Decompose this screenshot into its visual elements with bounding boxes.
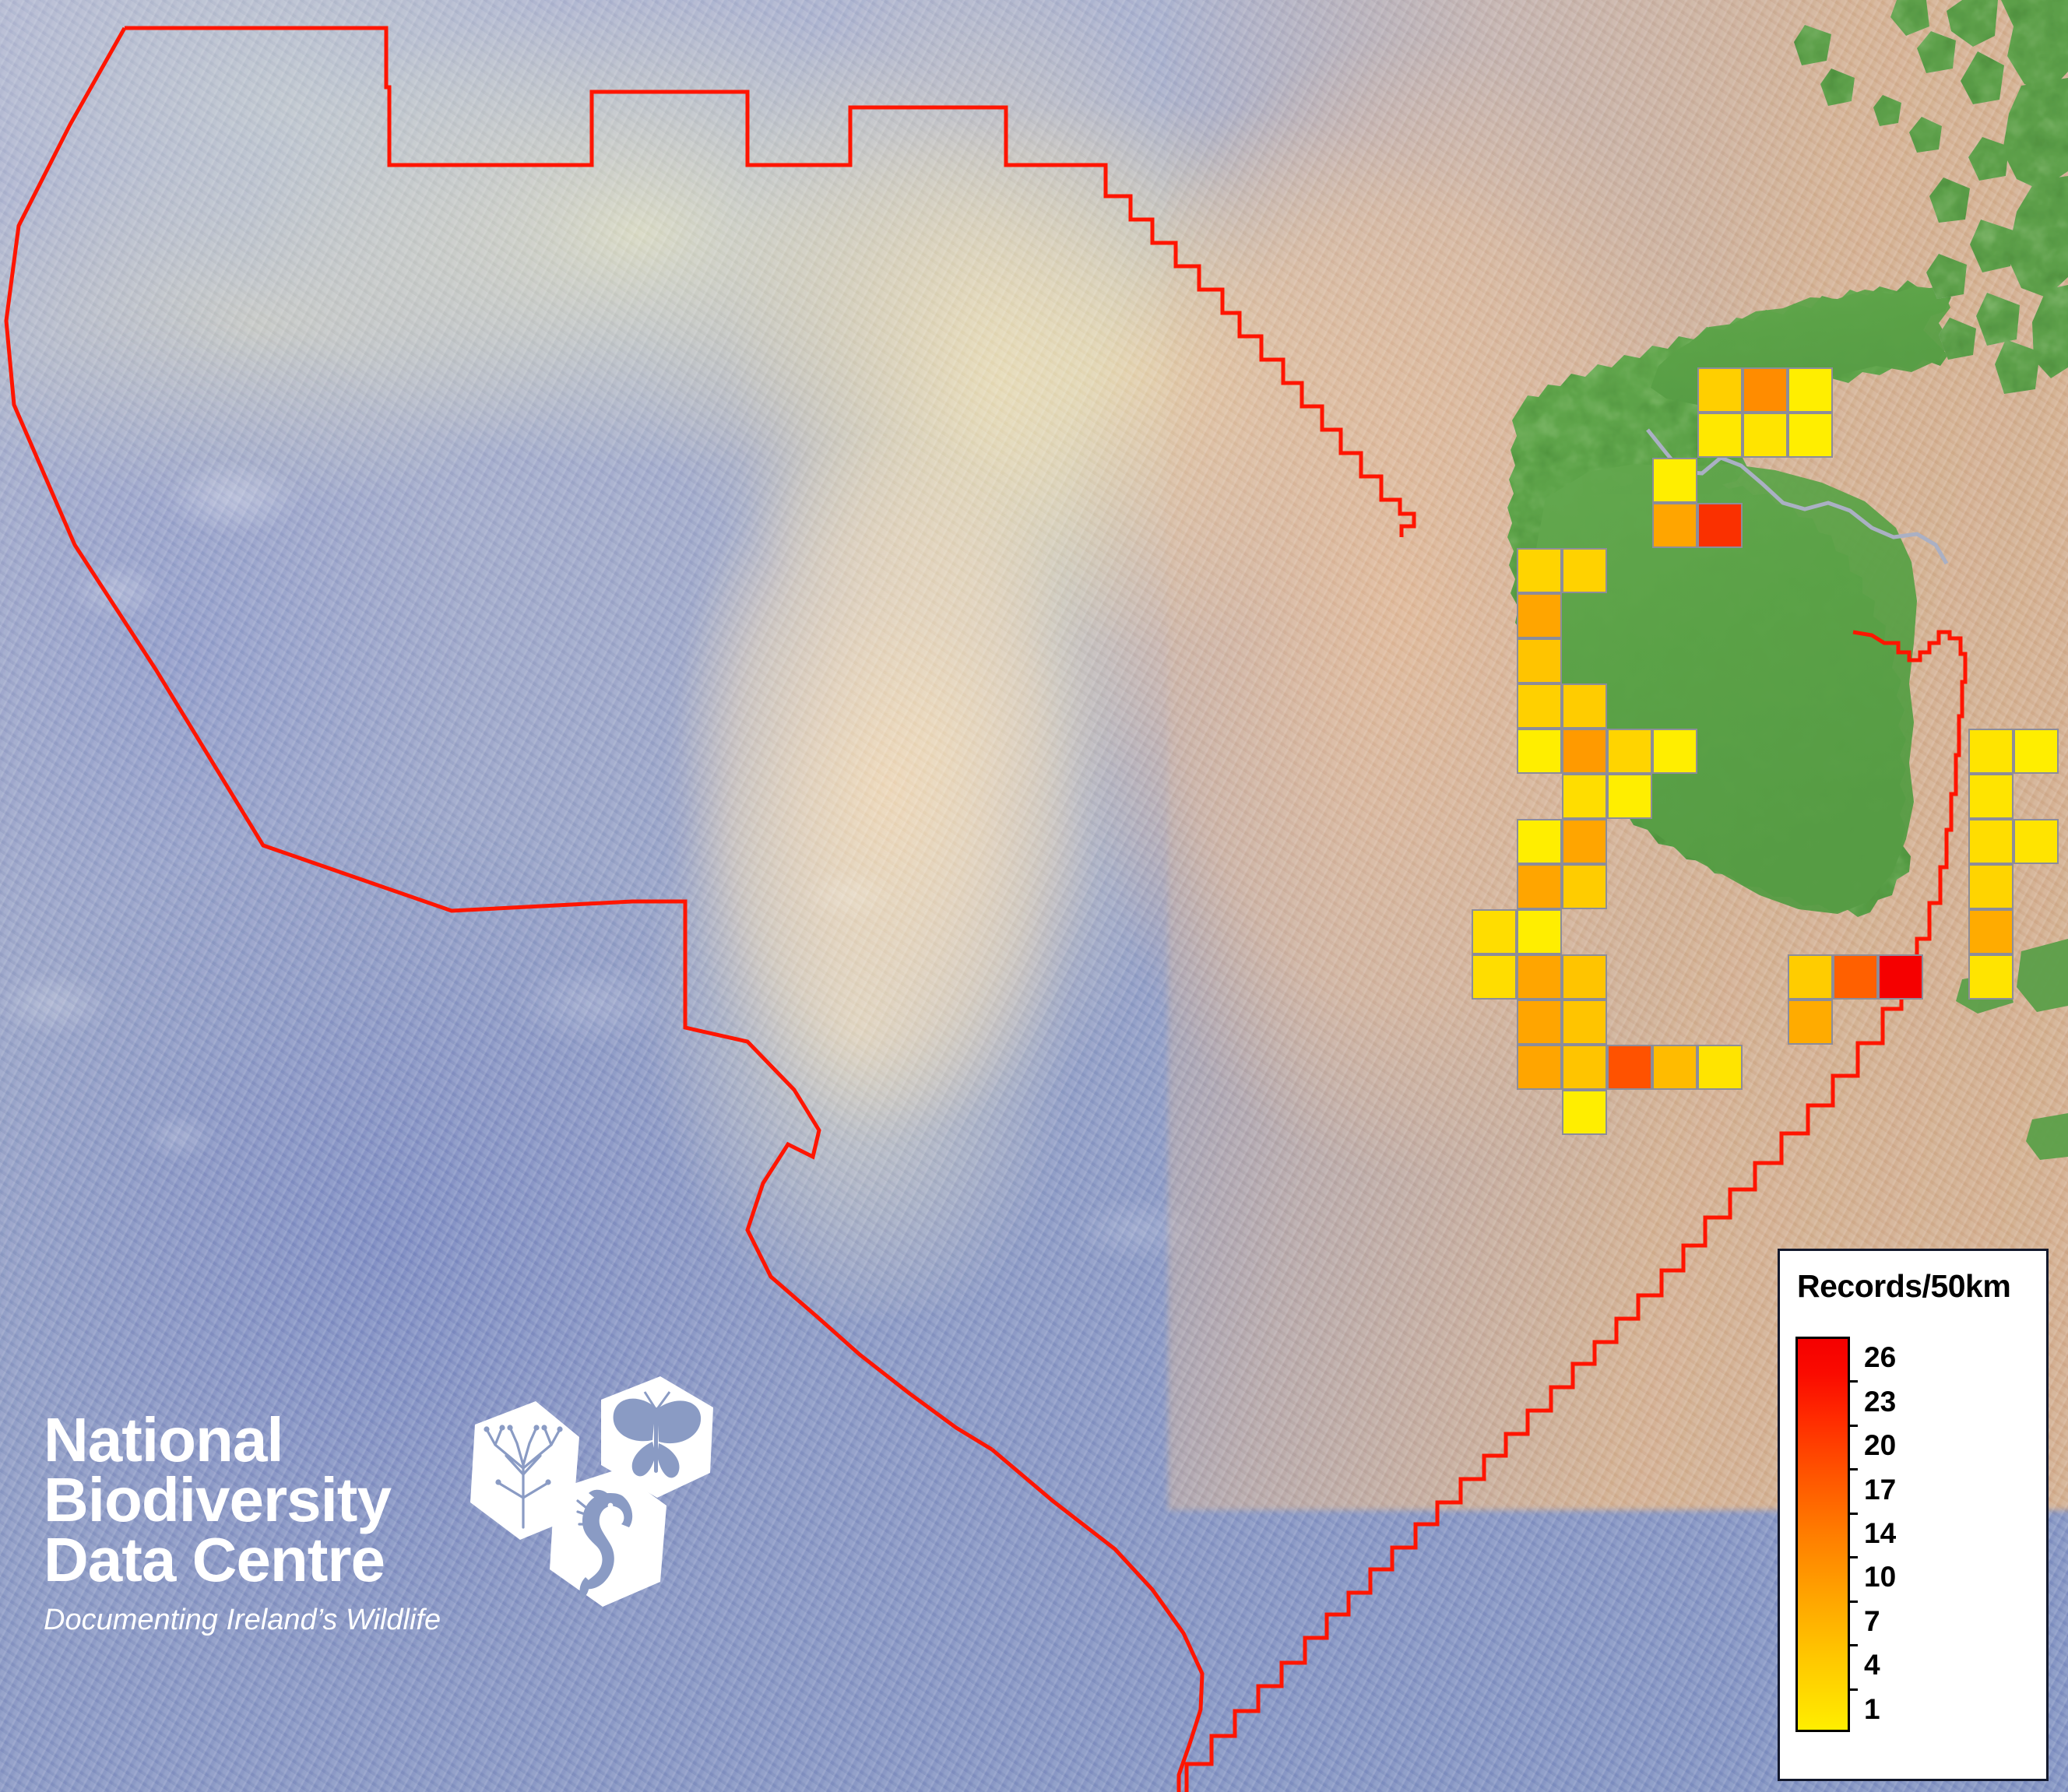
grid-cell bbox=[1517, 1045, 1562, 1090]
legend-label: 14 bbox=[1864, 1517, 1897, 1549]
logo-line-2: Biodiversity bbox=[44, 1464, 392, 1534]
plant-hexagon-icon bbox=[470, 1401, 579, 1540]
grid-cell bbox=[1788, 367, 1833, 413]
eez-boundary bbox=[4, 26, 1968, 1792]
butterfly-hexagon-icon bbox=[601, 1376, 713, 1498]
legend-label: 20 bbox=[1864, 1429, 1897, 1462]
legend-tick bbox=[1850, 1512, 1858, 1515]
grid-cell bbox=[1652, 503, 1697, 548]
legend-label: 26 bbox=[1864, 1341, 1897, 1374]
grid-cell bbox=[1697, 413, 1743, 458]
grid-cell bbox=[1878, 954, 1923, 1000]
grid-cell bbox=[1968, 819, 2013, 864]
grid-cell bbox=[1652, 729, 1697, 774]
grid-cell bbox=[1968, 954, 2013, 1000]
grid-cell bbox=[1517, 729, 1562, 774]
grid-cell bbox=[1743, 367, 1788, 413]
grid-cell bbox=[1788, 954, 1833, 1000]
grid-cell bbox=[2013, 819, 2059, 864]
legend-label: 17 bbox=[1864, 1473, 1897, 1506]
grid-cell bbox=[1562, 729, 1607, 774]
grid-cell bbox=[1607, 1045, 1652, 1090]
legend-tick bbox=[1850, 1556, 1858, 1559]
legend-gradient-bar bbox=[1795, 1337, 1850, 1732]
grid-cell bbox=[1517, 909, 1562, 954]
grid-cell bbox=[1517, 593, 1562, 638]
logo-line-1: National bbox=[44, 1405, 284, 1474]
scotland-landmass bbox=[1794, 0, 2068, 394]
grid-cell bbox=[1562, 548, 1607, 593]
grid-cell bbox=[1562, 1090, 1607, 1135]
grid-cell bbox=[1607, 729, 1652, 774]
grid-cell bbox=[1968, 729, 2013, 774]
grid-cell bbox=[1743, 413, 1788, 458]
grid-cell bbox=[1788, 1000, 1833, 1045]
legend-label: 10 bbox=[1864, 1561, 1897, 1593]
logo-mark-group bbox=[470, 1376, 713, 1607]
grid-cell bbox=[1562, 683, 1607, 729]
grid-cell bbox=[1562, 864, 1607, 909]
nbdc-logo: National Biodiversity Data Centre Docume… bbox=[44, 1376, 744, 1753]
grid-cell bbox=[1968, 864, 2013, 909]
grid-cell bbox=[1607, 774, 1652, 819]
grid-cell bbox=[1652, 458, 1697, 503]
grid-cell bbox=[1697, 1045, 1743, 1090]
grid-cell bbox=[1562, 954, 1607, 1000]
grid-cell bbox=[1517, 638, 1562, 683]
legend-label: 7 bbox=[1864, 1604, 1880, 1637]
legend-label: 4 bbox=[1864, 1649, 1880, 1681]
grid-cell bbox=[1517, 1000, 1562, 1045]
grid-cell bbox=[1697, 367, 1743, 413]
grid-cell bbox=[1652, 1045, 1697, 1090]
legend-tick bbox=[1850, 1644, 1858, 1647]
grid-cell bbox=[1472, 954, 1517, 1000]
grid-cell bbox=[1968, 774, 2013, 819]
grid-cell bbox=[1562, 1045, 1607, 1090]
grid-cell bbox=[1517, 954, 1562, 1000]
grid-cell bbox=[1562, 819, 1607, 864]
grid-cell bbox=[1833, 954, 1878, 1000]
seahorse-hexagon-icon bbox=[550, 1470, 666, 1607]
legend-panel: Records/50km 26 23 20 17 14 10 7 4 1 bbox=[1778, 1249, 2049, 1781]
legend-tick bbox=[1850, 1688, 1858, 1691]
legend-label: 23 bbox=[1864, 1385, 1897, 1418]
grid-cell bbox=[1517, 864, 1562, 909]
grid-cell bbox=[1562, 774, 1607, 819]
grid-cell bbox=[1517, 819, 1562, 864]
legend-label: 1 bbox=[1864, 1692, 1880, 1725]
grid-cell bbox=[1517, 548, 1562, 593]
legend-tick bbox=[1850, 1380, 1858, 1383]
legend-title: Records/50km bbox=[1797, 1268, 2011, 1304]
grid-cell bbox=[1517, 683, 1562, 729]
legend-tick bbox=[1850, 1600, 1858, 1603]
grid-cell bbox=[1697, 503, 1743, 548]
logo-tagline: Documenting Ireland’s Wildlife bbox=[44, 1604, 441, 1637]
grid-cell bbox=[1968, 909, 2013, 954]
logo-line-3: Data Centre bbox=[44, 1524, 385, 1594]
legend-tick bbox=[1850, 1468, 1858, 1471]
grid-cell bbox=[1472, 909, 1517, 954]
grid-cell bbox=[1562, 1000, 1607, 1045]
grid-cell bbox=[1788, 413, 1833, 458]
grid-cell bbox=[2013, 729, 2059, 774]
legend-tick bbox=[1850, 1424, 1858, 1427]
